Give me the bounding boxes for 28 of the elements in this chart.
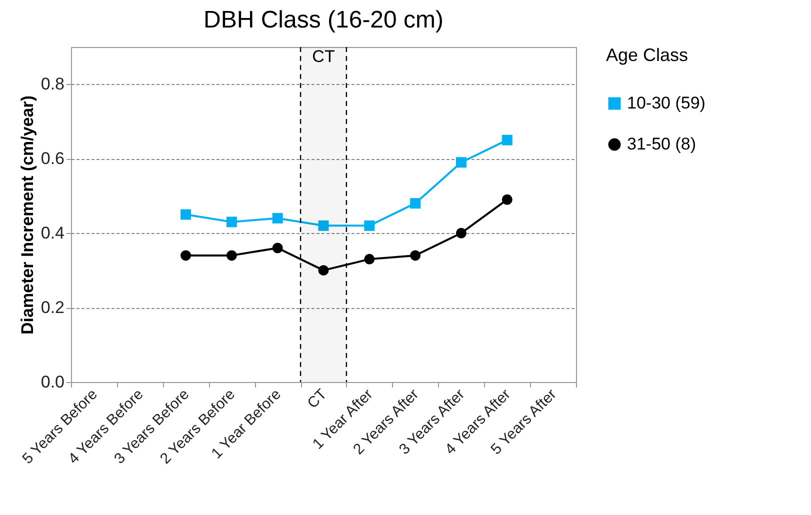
point (318, 265, 329, 276)
y-tick-label: 0.0 (40, 372, 64, 392)
point (180, 209, 192, 220)
point (456, 157, 466, 168)
legend-label: 31-50 (8) (627, 134, 696, 154)
x-tick-label: CT (304, 386, 330, 412)
point (272, 242, 283, 254)
point (364, 220, 375, 231)
y-axis-title: Diameter Increment (cm/year) (18, 95, 37, 335)
y-tick-label: 0.4 (40, 224, 64, 243)
point (180, 250, 192, 261)
y-tick-label: 0.8 (40, 74, 64, 94)
point (226, 216, 237, 228)
point (226, 250, 237, 261)
point (318, 220, 329, 231)
point (272, 212, 283, 224)
y-tick-label: 0.2 (40, 298, 64, 318)
point (410, 250, 421, 261)
point (456, 228, 466, 238)
legend-title: Age Class (606, 45, 688, 65)
point (410, 198, 421, 209)
legend-label: 10-30 (59) (627, 94, 706, 112)
y-tick-label: 0.6 (40, 149, 64, 168)
point (364, 254, 375, 264)
point (502, 194, 512, 205)
band-label: CT (312, 47, 335, 66)
chart-title: DBH Class (16-20 cm) (203, 6, 444, 34)
point (502, 134, 512, 146)
